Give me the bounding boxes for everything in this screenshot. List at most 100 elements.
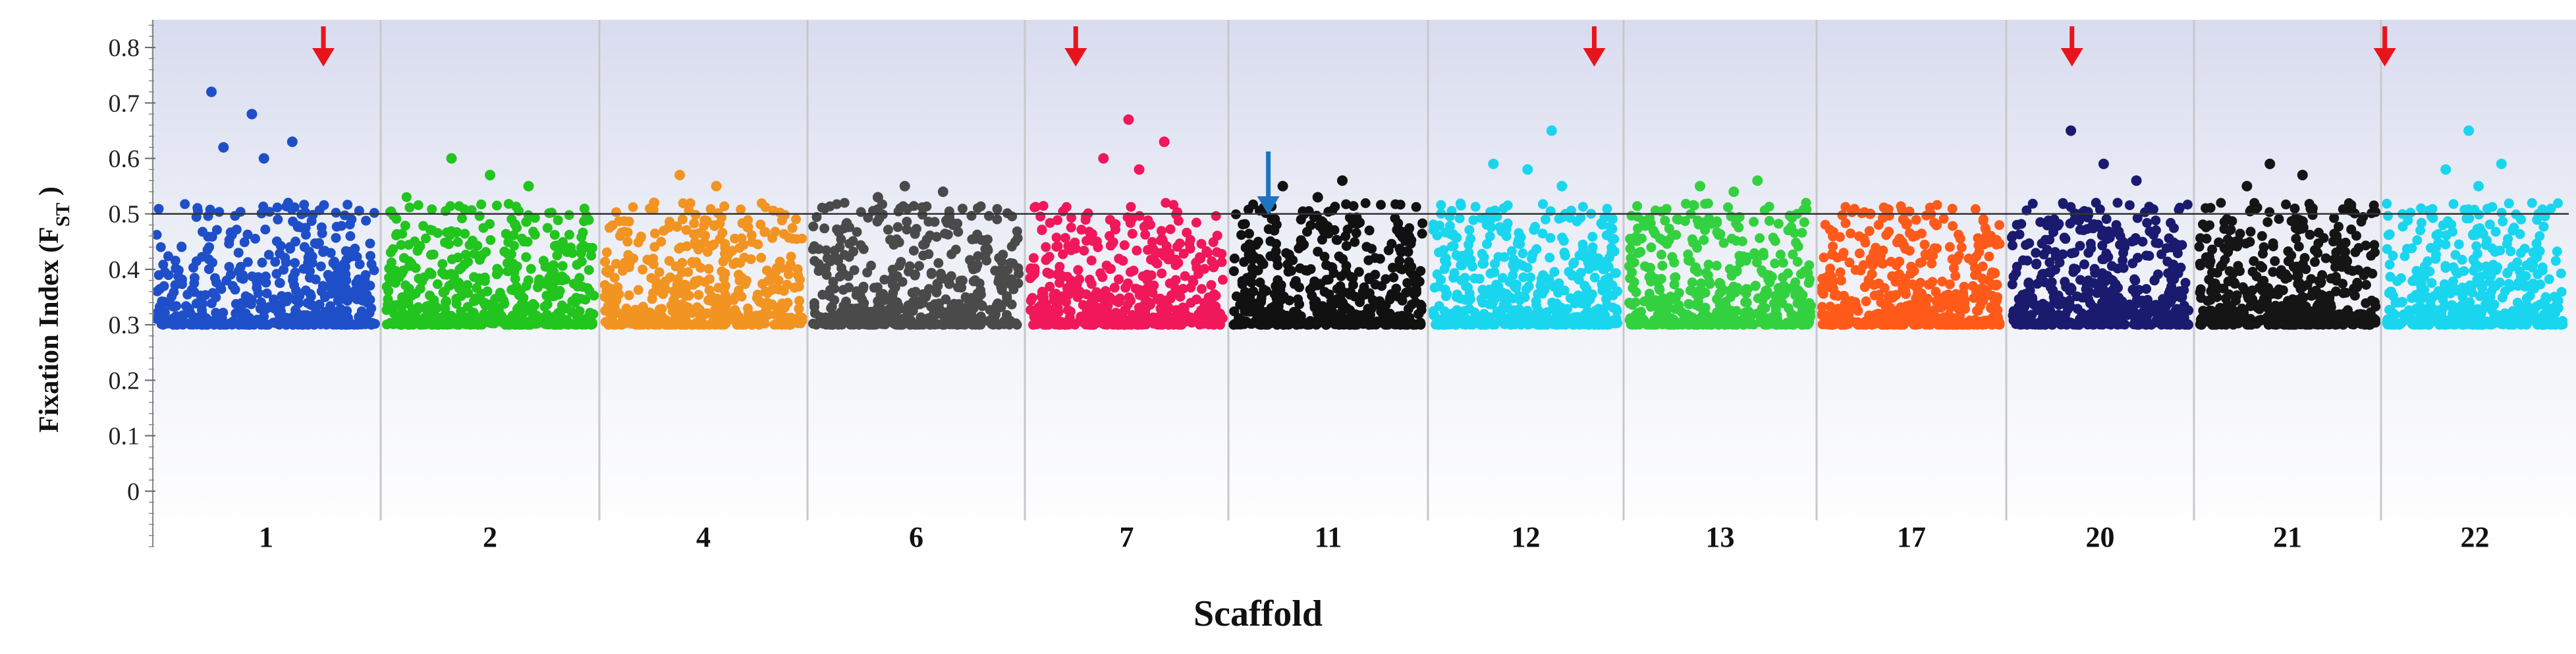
data-point bbox=[1696, 284, 1706, 294]
data-point bbox=[1744, 307, 1754, 317]
data-point bbox=[399, 253, 409, 263]
data-point bbox=[382, 319, 392, 329]
data-point bbox=[1485, 207, 1495, 217]
outlier-point bbox=[1931, 220, 1942, 231]
data-point bbox=[613, 283, 622, 292]
data-point bbox=[1855, 248, 1865, 258]
data-point bbox=[1938, 299, 1948, 309]
data-point bbox=[331, 318, 341, 328]
data-point bbox=[1452, 250, 1462, 260]
data-point bbox=[2024, 277, 2034, 287]
data-point bbox=[1045, 218, 1055, 228]
data-point bbox=[848, 247, 858, 257]
data-point bbox=[699, 238, 709, 248]
data-point bbox=[1514, 235, 1523, 245]
data-point bbox=[2037, 269, 2047, 279]
outlier-point bbox=[287, 136, 298, 147]
outlier-point bbox=[1752, 175, 1763, 186]
data-point bbox=[869, 283, 879, 292]
data-point bbox=[1397, 311, 1407, 321]
data-point bbox=[192, 256, 202, 266]
data-point bbox=[416, 284, 425, 294]
data-point bbox=[1541, 215, 1550, 225]
data-point bbox=[1894, 234, 1904, 244]
data-point bbox=[745, 317, 755, 327]
data-point bbox=[1354, 267, 1364, 277]
data-point bbox=[2091, 198, 2101, 207]
data-point bbox=[1438, 320, 1448, 330]
data-point bbox=[1318, 217, 1328, 227]
data-point bbox=[730, 234, 740, 244]
data-point bbox=[784, 262, 794, 272]
data-point bbox=[1917, 229, 1927, 238]
data-point bbox=[673, 274, 683, 284]
data-point bbox=[1464, 240, 1473, 250]
data-point bbox=[1207, 280, 1217, 290]
data-point bbox=[393, 319, 403, 329]
data-point bbox=[260, 320, 270, 330]
data-point bbox=[1772, 310, 1782, 320]
data-point bbox=[646, 315, 656, 325]
data-point bbox=[932, 300, 942, 310]
data-point bbox=[2012, 220, 2022, 230]
data-point bbox=[889, 272, 898, 282]
data-point bbox=[898, 277, 908, 287]
data-point bbox=[316, 261, 326, 271]
data-point bbox=[1471, 202, 1481, 212]
data-point bbox=[346, 247, 356, 257]
data-point bbox=[1668, 230, 1678, 240]
data-point bbox=[2141, 251, 2151, 261]
data-point bbox=[1406, 239, 1416, 249]
data-point bbox=[245, 319, 255, 329]
data-point bbox=[1396, 200, 1406, 209]
data-point bbox=[1791, 238, 1801, 248]
data-point bbox=[1442, 259, 1452, 269]
data-point bbox=[1464, 304, 1474, 314]
data-point bbox=[1070, 238, 1080, 248]
data-point bbox=[771, 310, 781, 320]
data-point bbox=[501, 229, 511, 239]
data-point bbox=[650, 229, 660, 238]
data-point bbox=[1681, 199, 1691, 209]
data-point bbox=[661, 277, 671, 286]
data-point bbox=[973, 260, 983, 270]
data-point bbox=[180, 199, 190, 209]
data-point bbox=[1687, 277, 1697, 287]
data-point bbox=[1625, 299, 1635, 309]
data-point bbox=[485, 219, 495, 229]
data-point bbox=[1894, 257, 1904, 267]
data-point bbox=[1455, 213, 1465, 223]
data-point bbox=[1375, 254, 1385, 264]
data-point bbox=[1110, 283, 1120, 292]
data-point bbox=[836, 308, 846, 317]
data-point bbox=[2268, 242, 2278, 252]
data-point bbox=[844, 283, 854, 292]
data-point bbox=[1211, 211, 1221, 221]
data-point bbox=[665, 256, 674, 266]
data-point bbox=[936, 269, 946, 279]
data-point bbox=[1073, 265, 1083, 275]
data-point bbox=[984, 211, 994, 221]
data-point bbox=[439, 269, 449, 279]
data-point bbox=[1751, 281, 1761, 290]
data-point bbox=[365, 318, 375, 328]
data-point bbox=[158, 259, 168, 269]
data-point bbox=[1110, 219, 1120, 229]
data-point bbox=[404, 203, 414, 213]
data-point bbox=[2258, 249, 2268, 259]
data-point bbox=[415, 241, 425, 251]
data-point bbox=[2021, 240, 2031, 250]
data-point bbox=[210, 273, 220, 283]
data-point bbox=[859, 244, 869, 254]
data-point bbox=[909, 201, 919, 211]
data-point bbox=[197, 315, 207, 325]
data-point bbox=[1720, 297, 1730, 307]
data-point bbox=[1296, 236, 1306, 246]
data-point bbox=[2038, 313, 2048, 323]
data-point bbox=[1172, 242, 1182, 252]
data-point bbox=[1182, 228, 1192, 238]
data-point bbox=[1646, 242, 1656, 252]
data-point bbox=[1839, 248, 1849, 258]
data-point bbox=[2180, 304, 2190, 313]
